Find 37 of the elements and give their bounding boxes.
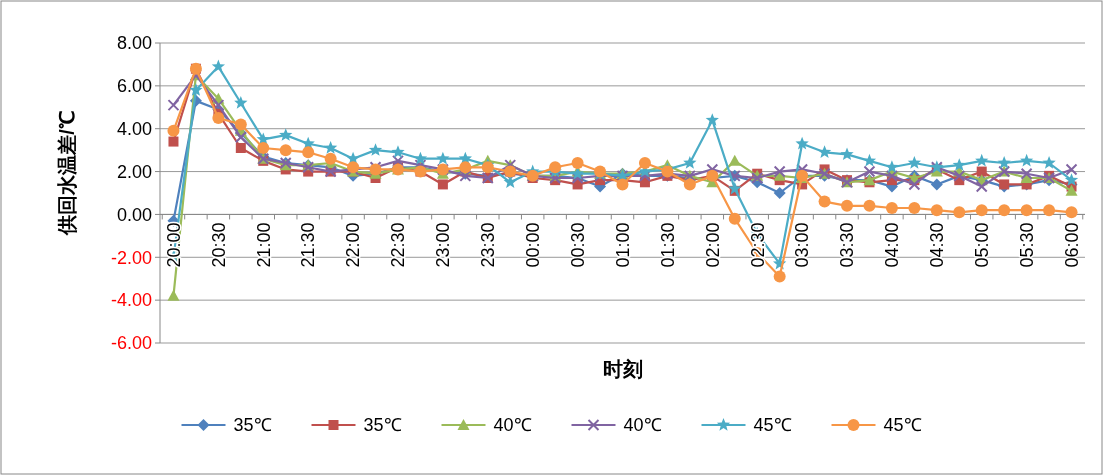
legend-label: 35℃ — [363, 415, 402, 436]
x-tick-label: 04:00 — [882, 222, 903, 268]
y-tick-label: 6.00 — [116, 76, 152, 97]
legend-label: 40℃ — [493, 415, 532, 436]
y-tick-label: -6.00 — [110, 333, 152, 354]
y-axis-title: 供回水温差/℃ — [56, 111, 78, 236]
x-tick-label: 03:30 — [837, 222, 858, 268]
x-tick-label: 05:00 — [972, 222, 993, 268]
legend-label: 45℃ — [883, 415, 922, 436]
x-tick-label: 05:30 — [1016, 222, 1037, 268]
legend-label: 45℃ — [753, 415, 792, 436]
y-tick-label: 8.00 — [116, 33, 152, 54]
x-tick-label: 00:00 — [522, 222, 543, 268]
x-tick-label: 01:00 — [612, 222, 633, 268]
x-tick-label: 03:00 — [792, 222, 813, 268]
x-tick-label: 02:00 — [702, 222, 723, 268]
x-tick-label: 02:30 — [747, 222, 768, 268]
legend-label: 35℃ — [233, 415, 272, 436]
x-tick-label: 21:00 — [253, 222, 274, 268]
x-tick-label: 00:30 — [567, 222, 588, 268]
x-tick-label: 06:00 — [1061, 222, 1082, 268]
x-axis-title: 时刻 — [602, 358, 643, 380]
x-tick-label: 20:30 — [208, 222, 229, 268]
x-tick-label: 23:30 — [478, 222, 499, 268]
x-tick-label: 20:00 — [163, 222, 184, 268]
x-tick-label: 21:30 — [298, 222, 319, 268]
y-tick-label: 4.00 — [116, 119, 152, 140]
y-tick-label: -4.00 — [110, 290, 152, 311]
y-tick-label: 2.00 — [116, 161, 152, 182]
y-tick-label: 0.00 — [116, 204, 152, 225]
x-tick-label: 22:30 — [388, 222, 409, 268]
x-tick-label: 23:00 — [433, 222, 454, 268]
x-tick-label: 01:30 — [657, 222, 678, 268]
y-tick-label: -2.00 — [110, 247, 152, 268]
x-tick-label: 04:30 — [927, 222, 948, 268]
x-tick-label: 22:00 — [343, 222, 364, 268]
legend-label: 40℃ — [623, 415, 662, 436]
